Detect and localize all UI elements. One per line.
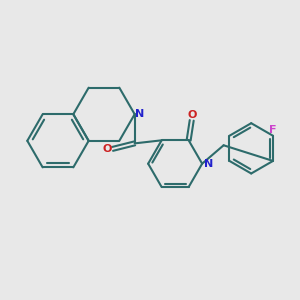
Text: O: O	[102, 144, 112, 154]
Text: N: N	[135, 109, 144, 119]
Text: F: F	[269, 124, 277, 135]
Text: O: O	[187, 110, 196, 120]
Text: N: N	[204, 159, 213, 169]
